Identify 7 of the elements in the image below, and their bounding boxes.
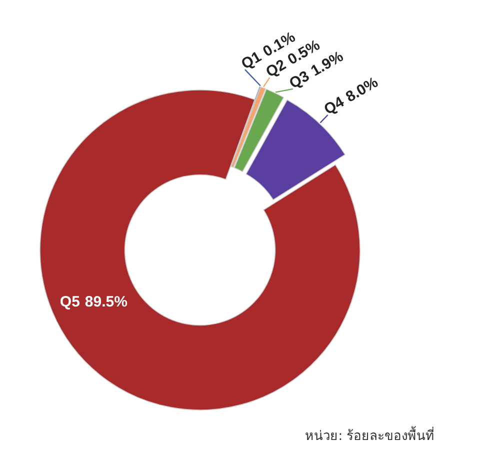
- slice-label: Q5: [60, 293, 80, 310]
- data-label: 89.5%: [84, 293, 128, 310]
- text: หน่วย: ร้อยละของพื้นที่: [305, 426, 435, 444]
- slice-label: Q1: [238, 48, 264, 73]
- slice-label: Q2: [263, 56, 290, 82]
- data-label: 8.0%: [342, 74, 382, 106]
- slice-label: Q3: [286, 68, 312, 92]
